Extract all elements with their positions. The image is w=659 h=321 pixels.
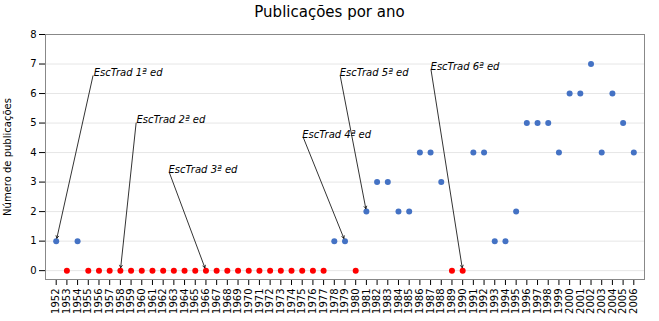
svg-text:1963: 1963 (168, 289, 179, 314)
svg-text:1999: 1999 (553, 289, 564, 314)
svg-text:1979: 1979 (339, 289, 350, 314)
svg-text:1970: 1970 (243, 289, 254, 314)
svg-text:1955: 1955 (82, 289, 93, 314)
svg-text:EscTrad 4ª ed: EscTrad 4ª ed (302, 129, 372, 140)
svg-text:1977: 1977 (318, 289, 329, 314)
svg-text:1980: 1980 (350, 289, 361, 314)
svg-text:1988: 1988 (435, 289, 446, 314)
svg-text:1975: 1975 (296, 289, 307, 314)
svg-text:1994: 1994 (500, 289, 511, 314)
svg-text:1974: 1974 (286, 289, 297, 314)
svg-text:1956: 1956 (93, 289, 104, 314)
svg-text:1992: 1992 (478, 289, 489, 314)
svg-text:1982: 1982 (371, 289, 382, 314)
svg-text:1995: 1995 (510, 289, 521, 314)
svg-text:1954: 1954 (72, 289, 83, 314)
svg-text:1952: 1952 (50, 289, 61, 314)
svg-text:7: 7 (30, 58, 36, 69)
svg-text:1996: 1996 (521, 289, 532, 314)
svg-text:2004: 2004 (607, 289, 618, 314)
svg-text:2005: 2005 (617, 289, 628, 314)
svg-text:0: 0 (30, 265, 36, 276)
svg-text:6: 6 (30, 88, 36, 99)
svg-text:1993: 1993 (489, 289, 500, 314)
svg-text:1957: 1957 (104, 289, 115, 314)
svg-text:1962: 1962 (157, 289, 168, 314)
svg-text:1960: 1960 (136, 289, 147, 314)
svg-text:1998: 1998 (542, 289, 553, 314)
svg-text:1958: 1958 (115, 289, 126, 314)
svg-text:1976: 1976 (307, 289, 318, 314)
svg-text:1984: 1984 (393, 289, 404, 314)
svg-text:1990: 1990 (457, 289, 468, 314)
svg-text:2: 2 (30, 206, 36, 217)
svg-text:EscTrad 1ª ed: EscTrad 1ª ed (94, 67, 164, 78)
svg-text:3: 3 (30, 176, 36, 187)
svg-text:1989: 1989 (446, 289, 457, 314)
svg-text:1997: 1997 (532, 289, 543, 314)
svg-text:1983: 1983 (382, 289, 393, 314)
svg-text:1978: 1978 (329, 289, 340, 314)
svg-text:8: 8 (30, 29, 36, 40)
svg-text:2003: 2003 (596, 289, 607, 314)
svg-text:EscTrad 3ª ed: EscTrad 3ª ed (169, 164, 239, 175)
svg-text:EscTrad 2ª ed: EscTrad 2ª ed (136, 114, 206, 125)
svg-text:1991: 1991 (468, 289, 479, 314)
svg-text:1966: 1966 (200, 289, 211, 314)
svg-text:2006: 2006 (628, 289, 639, 314)
svg-text:1971: 1971 (254, 289, 265, 314)
svg-text:1961: 1961 (147, 289, 158, 314)
html-text:Publicações por ano: Publicações por ano (254, 3, 405, 21)
svg-text:2002: 2002 (585, 289, 596, 314)
svg-text:2001: 2001 (575, 289, 586, 314)
svg-text:1959: 1959 (125, 289, 136, 314)
svg-text:1968: 1968 (222, 289, 233, 314)
svg-text:EscTrad 6ª ed: EscTrad 6ª ed (431, 61, 501, 72)
svg-text:1987: 1987 (425, 289, 436, 314)
svg-text:2000: 2000 (564, 289, 575, 314)
svg-text:1986: 1986 (414, 289, 425, 314)
svg-text:1967: 1967 (211, 289, 222, 314)
svg-text:1965: 1965 (189, 289, 200, 314)
svg-text:1953: 1953 (61, 289, 72, 314)
svg-text:1985: 1985 (403, 289, 414, 314)
svg-text:1972: 1972 (264, 289, 275, 314)
svg-text:EscTrad 5ª ed: EscTrad 5ª ed (340, 67, 410, 78)
svg-text:1973: 1973 (275, 289, 286, 314)
svg-text:1: 1 (30, 235, 36, 246)
svg-text:1969: 1969 (232, 289, 243, 314)
svg-text:4: 4 (30, 147, 36, 158)
svg-text:1981: 1981 (361, 289, 372, 314)
svg-text:1964: 1964 (179, 289, 190, 314)
svg-text:Número de publicações: Número de publicações (2, 98, 13, 216)
svg-text:5: 5 (30, 117, 36, 128)
